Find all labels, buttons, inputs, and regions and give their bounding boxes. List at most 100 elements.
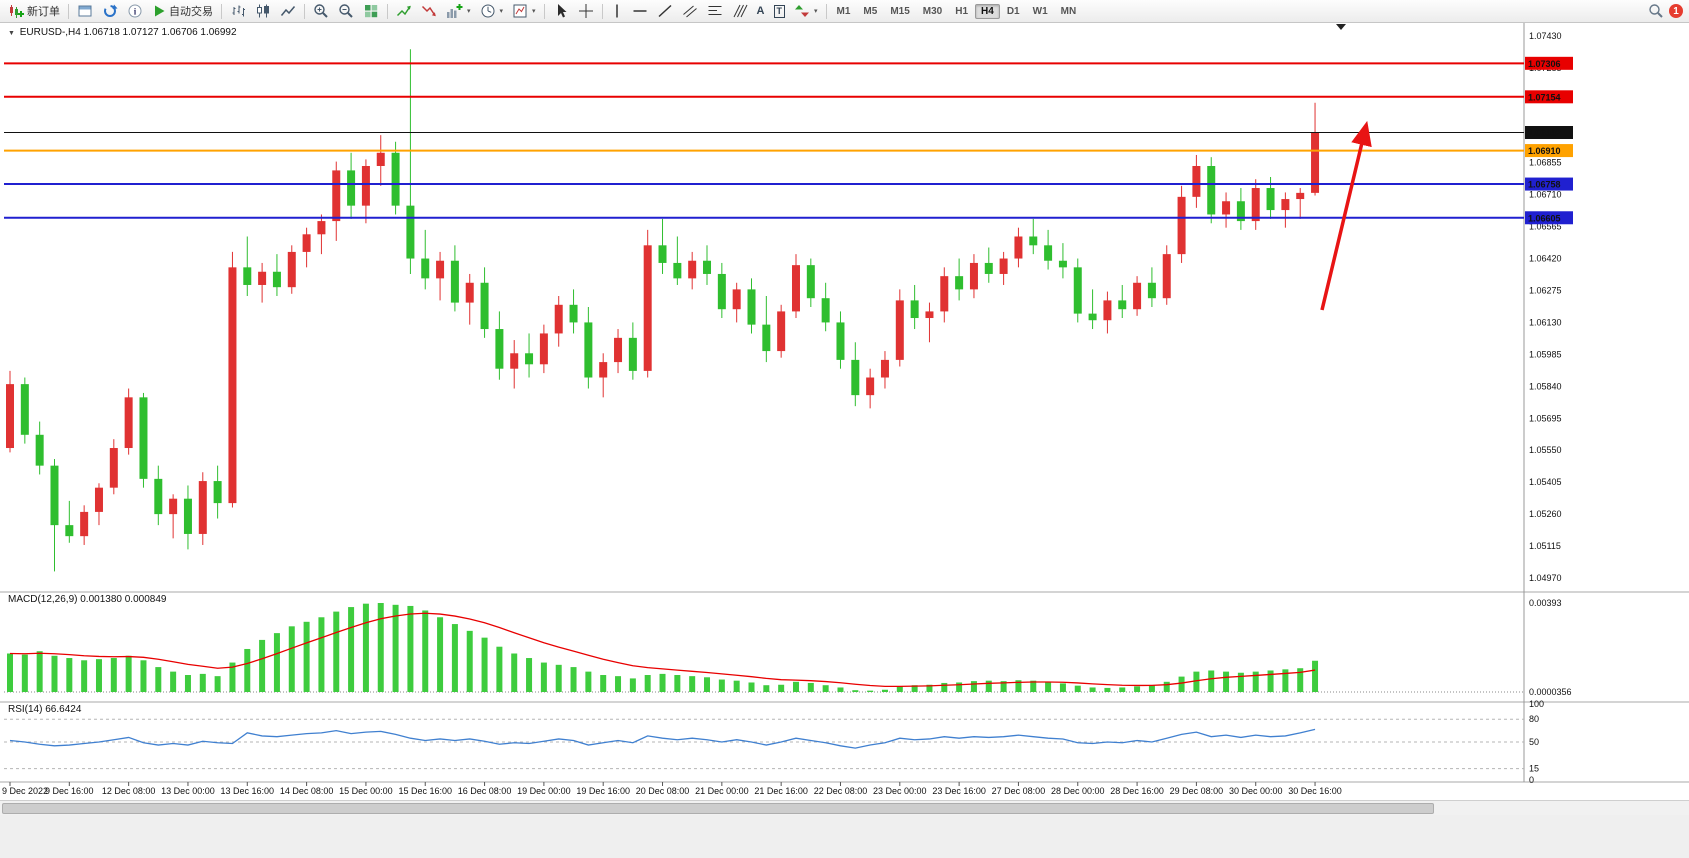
svg-text:15: 15 [1529,764,1539,774]
scrollbar-thumb[interactable] [2,803,1434,814]
templates-button[interactable]: ▾ [508,1,540,21]
macd-bar [555,664,562,692]
trend-arrow-annotation[interactable] [1320,120,1372,311]
price-line-1.06758[interactable]: 1.06758 [4,177,1573,191]
price-line-1.06910[interactable]: 1.06910 [4,144,1573,158]
vertical-line-button[interactable] [607,1,627,21]
macd-bar [704,677,711,692]
zoom-out-button[interactable] [334,1,358,21]
crosshair-button[interactable] [574,1,598,21]
price-lines-layer: 1.07306 1.07154 1.06992 1.06910 1.06758 1.066… [4,56,1573,225]
candle [361,159,370,224]
timeframe-button-h1[interactable]: H1 [955,5,969,17]
candle [332,161,341,241]
macd-bar [333,611,340,692]
add-indicator-button[interactable]: ▾ [442,1,475,21]
indicators-up-button[interactable] [392,1,416,21]
refresh-button[interactable] [98,1,122,21]
indicators-down-button[interactable] [417,1,441,21]
data-window-button[interactable]: i [123,1,147,21]
pitchfork-button[interactable] [728,1,752,21]
macd-bar [51,655,58,692]
macd-bar [1282,669,1289,692]
macd-bar [1312,660,1319,692]
line-chart-button[interactable] [276,1,300,21]
trendline-button[interactable] [653,1,677,21]
toolbar-separator [304,3,305,19]
chart-window-button[interactable] [73,1,97,21]
svg-text:14 Dec 08:00: 14 Dec 08:00 [280,786,334,796]
tile-windows-button[interactable] [359,1,383,21]
search-button[interactable] [1644,1,1668,21]
svg-text:1.05115: 1.05115 [1529,541,1561,551]
macd-bar [644,675,651,692]
text-label-button[interactable]: T [770,1,790,21]
fibonacci-button[interactable] [703,1,727,21]
horizontal-scrollbar[interactable] [0,800,1689,815]
macd-bar [837,687,844,692]
timeframe-button-h4[interactable]: H4 [975,3,1000,19]
symbol-dropdown-icon[interactable]: ▼ [8,30,15,37]
price-line-1.06605[interactable]: 1.06605 [4,211,1573,225]
toolbar-separator [387,3,388,19]
svg-text:1.07306: 1.07306 [1528,59,1561,69]
trendline-icon [658,4,672,18]
macd-bar [1059,683,1066,692]
notification-badge[interactable]: 1 [1669,4,1683,18]
bar-chart-button[interactable] [226,1,250,21]
svg-text:29 Dec 08:00: 29 Dec 08:00 [1170,786,1224,796]
price-line-1.06992[interactable]: 1.06992 [4,126,1573,140]
svg-text:15 Dec 16:00: 15 Dec 16:00 [398,786,452,796]
auto-trading-button[interactable]: 自动交易 [148,1,217,21]
candle [1118,284,1127,319]
new-order-button[interactable]: 新订单 [4,1,64,21]
candle [406,49,415,274]
svg-text:1.05260: 1.05260 [1529,509,1562,519]
macd-bar [1148,685,1155,692]
candle [154,465,163,526]
price-line-1.07154[interactable]: 1.07154 [4,90,1573,104]
timeframe-button-d1[interactable]: D1 [1006,5,1020,17]
candle [1207,157,1216,224]
text-tool-button[interactable]: A [753,1,769,21]
pitchfork-icon [733,4,747,18]
svg-text:0.0000356: 0.0000356 [1529,687,1572,697]
periods-button[interactable]: ▾ [476,1,508,21]
macd-bar [674,675,681,692]
panel-dividers [0,22,1689,783]
price-line-1.07306[interactable]: 1.07306 [4,56,1573,70]
timeframe-button-mn[interactable]: MN [1060,5,1077,17]
macd-bar [540,662,547,692]
timeframe-button-m15[interactable]: M15 [890,5,910,17]
timeframe-button-m1[interactable]: M1 [836,5,851,17]
candle [777,304,786,358]
macd-bar [1104,687,1111,692]
svg-text:30 Dec 16:00: 30 Dec 16:00 [1288,786,1342,796]
channel-button[interactable] [678,1,702,21]
candle [673,236,682,285]
candle [1029,218,1038,255]
play-icon [155,5,165,17]
candle [703,245,712,285]
candle [1073,258,1082,323]
candle [940,267,949,323]
macd-bar [288,626,295,692]
timeframe-button-w1[interactable]: W1 [1032,5,1048,17]
candle [584,307,593,389]
candle [717,262,726,319]
svg-text:i: i [134,7,137,17]
timeframe-button-m5[interactable]: M5 [863,5,878,17]
cursor-button[interactable] [549,1,573,21]
arrows-tool-button[interactable]: ▾ [790,1,822,21]
candle [183,485,192,550]
horizontal-line-button[interactable] [628,1,652,21]
candle [910,284,919,330]
candlestick-chart-button[interactable] [251,1,275,21]
autoscroll-marker-icon[interactable] [1336,24,1346,30]
zoom-in-button[interactable] [309,1,333,21]
candles-layer [6,49,1320,572]
svg-text:1.05985: 1.05985 [1529,349,1562,359]
timeframe-button-m30[interactable]: M30 [922,5,943,17]
